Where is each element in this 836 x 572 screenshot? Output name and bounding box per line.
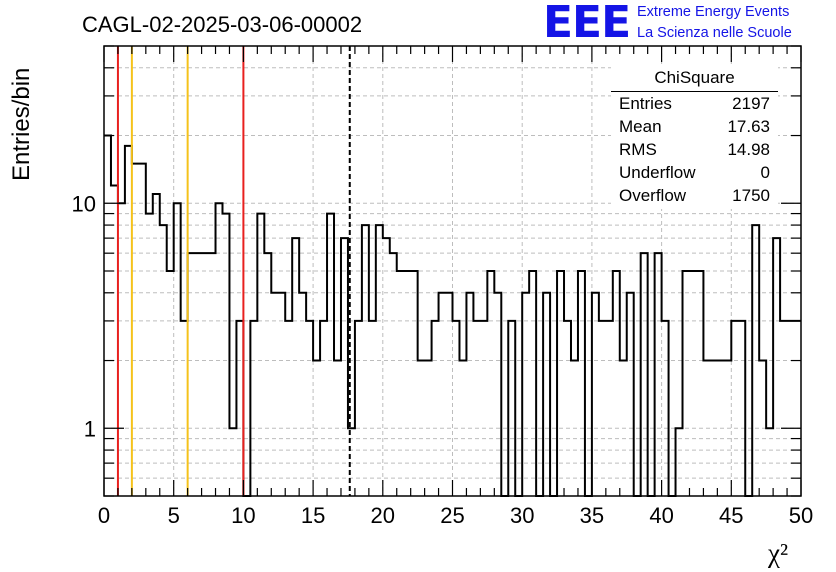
x-tick-label: 25 — [440, 503, 464, 528]
x-tick-label: 30 — [510, 503, 534, 528]
stats-label: Underflow — [619, 163, 696, 182]
logo-line-2: La Scienza nelle Scuole — [637, 25, 792, 41]
stats-value: 14.98 — [727, 140, 770, 159]
stats-row: RMS 14.98 — [611, 138, 778, 161]
y-axis-label: Entries/bin — [8, 67, 35, 181]
stats-label: Entries — [619, 94, 672, 113]
logo-line-1: Extreme Energy Events — [637, 4, 790, 20]
x-axis-label: χ² — [768, 538, 789, 568]
y-tick-label: 10 — [72, 191, 96, 216]
y-tick-label: 1 — [84, 416, 96, 441]
x-axis: 0 5 10 15 20 25 30 35 40 45 50 — [98, 46, 813, 528]
stats-row: Overflow 1750 — [611, 184, 778, 207]
stats-row: Entries 2197 — [611, 92, 778, 115]
x-tick-label: 15 — [301, 503, 325, 528]
x-tick-label: 0 — [98, 503, 110, 528]
threshold-lines — [116, 46, 351, 496]
stats-value: 17.63 — [727, 117, 770, 136]
stats-box: ChiSquare Entries 2197 Mean 17.63 RMS 14.98… — [611, 67, 778, 209]
x-tick-label: 5 — [168, 503, 180, 528]
chart-title: CAGL-02-2025-03-06-00002 — [82, 12, 363, 37]
stats-label: RMS — [619, 140, 657, 159]
eee-logo: EEE — [543, 0, 631, 48]
stats-title: ChiSquare — [611, 67, 778, 92]
x-tick-label: 20 — [371, 503, 395, 528]
y-axis: 1 10 — [72, 45, 801, 497]
x-tick-label: 45 — [719, 503, 743, 528]
stats-row: Underflow 0 — [611, 161, 778, 184]
stats-label: Mean — [619, 117, 662, 136]
histogram-bars — [104, 134, 801, 497]
stats-value: 2197 — [732, 94, 770, 113]
stats-row: Mean 17.63 — [611, 115, 778, 138]
histogram-outline — [104, 134, 801, 497]
x-tick-label: 40 — [649, 503, 673, 528]
stats-value: 0 — [760, 163, 770, 182]
stats-value: 1750 — [732, 186, 770, 205]
x-tick-label: 35 — [580, 503, 604, 528]
x-tick-label: 50 — [789, 503, 813, 528]
stats-label: Overflow — [619, 186, 687, 205]
x-tick-label: 10 — [231, 503, 255, 528]
